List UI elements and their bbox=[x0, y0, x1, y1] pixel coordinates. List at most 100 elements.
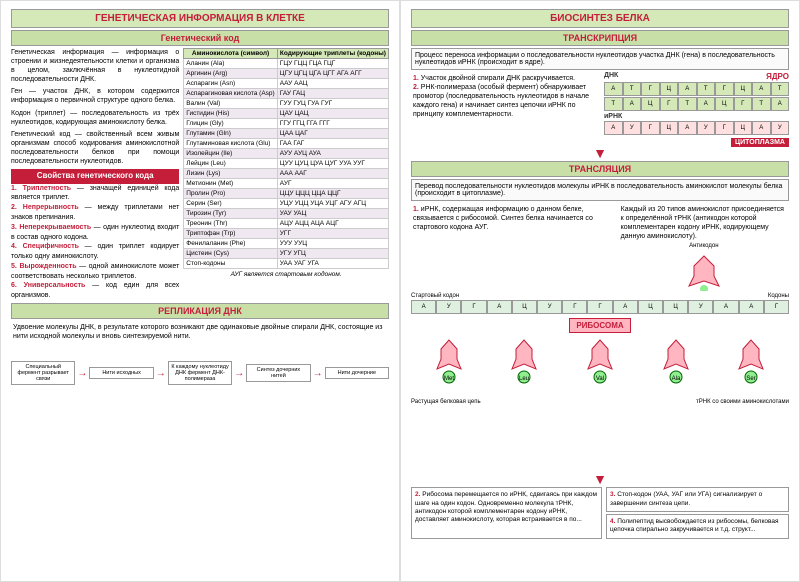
irnk-strand: АУГЦАУГЦАУ bbox=[604, 121, 789, 135]
repl-box: Синтез дочерних нитей bbox=[246, 364, 310, 382]
nucleotide: Ц bbox=[660, 121, 679, 135]
nucleotide: А bbox=[771, 97, 790, 111]
table-row: Стоп-кодоныУАА УАГ УГА bbox=[184, 259, 389, 269]
irnk-label: иРНК bbox=[604, 113, 789, 120]
transl-side: Каждый из 20 типов аминокислот присоедин… bbox=[619, 203, 789, 293]
def-gencode: Генетический код — свойственный всем жив… bbox=[11, 130, 179, 166]
step3: 3. Стоп-кодон (УАА, УАГ или УГА) сигнали… bbox=[606, 487, 789, 512]
nucleotide: Г bbox=[461, 300, 486, 314]
nucleotide: А bbox=[678, 121, 697, 135]
repl-desc: Удвоение молекулы ДНК, в результате кото… bbox=[11, 321, 389, 343]
nucleotide: Т bbox=[623, 82, 642, 96]
svg-text:Val: Val bbox=[596, 376, 604, 382]
transl-header: ТРАНСЛЯЦИЯ bbox=[411, 161, 789, 177]
table-row: Аспарагиновая кислота (Asp)ГАУ ГАЦ bbox=[184, 89, 389, 99]
prop-item: 6. Универсальность — код един для всех о… bbox=[11, 281, 179, 301]
table-row: Аргинин (Arg)ЦГУ ЦГЦ ЦГА ЦГГ АГА АГГ bbox=[184, 69, 389, 79]
trna-icon: Leu bbox=[504, 337, 544, 397]
def-gen: Ген — участок ДНК, в котором содержится … bbox=[11, 87, 179, 105]
prop-item: 4. Специфичность — один триплет кодирует… bbox=[11, 242, 179, 262]
nucleotide: Г bbox=[587, 300, 612, 314]
table-row: Тирозин (Tyr)УАУ УАЦ bbox=[184, 209, 389, 219]
nucleotide: Т bbox=[771, 82, 790, 96]
ribosome-label: РИБОСОМА bbox=[569, 318, 630, 333]
th-cod: Кодирующие триплеты (кодоны) bbox=[277, 49, 388, 59]
def-codon: Кодон (триплет) — последовательность из … bbox=[11, 109, 179, 127]
trna-note: тРНК со своими аминокислотами bbox=[696, 399, 789, 405]
prop-item: 3. Неперекрываемость — один нуклеотид вх… bbox=[11, 223, 179, 243]
kodony: Кодоны bbox=[768, 293, 789, 299]
nucleotide: У bbox=[623, 121, 642, 135]
repl-box: Нити исходных bbox=[89, 367, 153, 379]
nucleotide: Ц bbox=[638, 300, 663, 314]
table-row: Метионин (Met)АУГ bbox=[184, 179, 389, 189]
transl-desc: Перевод последовательности нуклеотидов м… bbox=[411, 179, 789, 201]
definitions: Генетическая информация — информация о с… bbox=[11, 48, 179, 301]
transc-steps: 1. Участок двойной спирали ДНК раскручив… bbox=[411, 72, 600, 147]
th-aa: Аминокислота (символ) bbox=[184, 49, 278, 59]
table-row: Триптофан (Trp)УГГ bbox=[184, 229, 389, 239]
table-row: Гистидин (His)ЦАУ ЦАЦ bbox=[184, 109, 389, 119]
trna-row: Met Leu Val Ala Ser bbox=[411, 337, 789, 397]
nucleotide: Ц bbox=[512, 300, 537, 314]
def-geninfo: Генетическая информация — информация о с… bbox=[11, 48, 179, 84]
trna-icon: Met bbox=[429, 337, 469, 397]
nucleotide: Г bbox=[641, 82, 660, 96]
props-header: Свойства генетического кода bbox=[11, 169, 179, 183]
ribosome-diagram: Стартовый кодон Кодоны АУГАЦУГГАЦЦУААГ Р… bbox=[411, 293, 789, 473]
dna-diagram: ДНК ЯДРО АТГЦАТГЦАТ ТАЦГТАЦГТА иРНК АУГЦ… bbox=[604, 72, 789, 147]
nucleotide: Г bbox=[562, 300, 587, 314]
nucleotide: Т bbox=[604, 97, 623, 111]
trna-icon: Ala bbox=[656, 337, 696, 397]
nucleotide: А bbox=[604, 82, 623, 96]
arrow-icon: → bbox=[313, 368, 323, 379]
nucleotide: Г bbox=[660, 97, 679, 111]
right-page: БИОСИНТЕЗ БЕЛКА ТРАНСКРИПЦИЯ Процесс пер… bbox=[400, 0, 800, 582]
s1: Участок двойной спирали ДНК раскручивает… bbox=[419, 75, 575, 82]
nucleotide: Ц bbox=[660, 82, 679, 96]
trna-icon: Val bbox=[580, 337, 620, 397]
start-kodon: Стартовый кодон bbox=[411, 293, 459, 299]
transc-header: ТРАНСКРИПЦИЯ bbox=[411, 30, 789, 46]
nucleotide: Т bbox=[678, 97, 697, 111]
table-row: Пролин (Pro)ЦЦУ ЦЦЦ ЦЦА ЦЦГ bbox=[184, 189, 389, 199]
nucleotide: А bbox=[623, 97, 642, 111]
nucleotide: А bbox=[678, 82, 697, 96]
step2: 2. Рибосома перемещается по иРНК, сдвига… bbox=[411, 487, 602, 539]
left-page: ГЕНЕТИЧЕСКАЯ ИНФОРМАЦИЯ В КЛЕТКЕ Генетич… bbox=[0, 0, 400, 582]
repl-header: РЕПЛИКАЦИЯ ДНК bbox=[11, 303, 389, 319]
nucleotide: Ц bbox=[734, 121, 753, 135]
nucleotide: У bbox=[771, 121, 790, 135]
steps-34: 3. Стоп-кодон (УАА, УАГ или УГА) сигнали… bbox=[606, 485, 789, 541]
arrow-icon: ▼ bbox=[411, 145, 789, 161]
transl-step1: 1. иРНК, содержащая информацию о данном … bbox=[411, 203, 615, 293]
arrow-icon: → bbox=[156, 368, 166, 379]
table-row: Изолейцин (Ile)АУУ АУЦ АУА bbox=[184, 149, 389, 159]
trna-icon: Ser bbox=[731, 337, 771, 397]
nucleotide: А bbox=[752, 121, 771, 135]
svg-text:Ser: Ser bbox=[747, 376, 756, 382]
repl-box: К каждому нуклеотиду ДНК фермент ДНК-пол… bbox=[168, 361, 232, 385]
nucleotide: У bbox=[688, 300, 713, 314]
s2: РНК-полимераза (особый фермент) обнаружи… bbox=[413, 84, 589, 118]
nucleotide: А bbox=[752, 82, 771, 96]
table-row: Серин (Ser)УЦУ УЦЦ УЦА УЦГ АГУ АГЦ bbox=[184, 199, 389, 209]
antikodon-label: Антикодон bbox=[621, 243, 787, 251]
replication-diagram: Специальный фермент разрывает связи→Нити… bbox=[11, 343, 389, 403]
table-row: Аспарагин (Asn)ААУ ААЦ bbox=[184, 79, 389, 89]
nucleotide: А bbox=[604, 121, 623, 135]
table-row: Фенилаланин (Phe)УУУ УУЦ bbox=[184, 239, 389, 249]
nucleotide: Г bbox=[715, 82, 734, 96]
dna-label: ДНК bbox=[604, 72, 618, 81]
nucleotide: Т bbox=[697, 82, 716, 96]
table-row: Треонин (Thr)АЦУ АЦЦ АЦА АЦГ bbox=[184, 219, 389, 229]
bottom-steps: 2. Рибосома перемещается по иРНК, сдвига… bbox=[411, 485, 789, 541]
repl-box: Специальный фермент разрывает связи bbox=[11, 361, 75, 385]
nucleotide: Т bbox=[752, 97, 771, 111]
yadro-label: ЯДРО bbox=[766, 72, 789, 81]
nucleotide: А bbox=[739, 300, 764, 314]
left-two-col: Генетическая информация — информация о с… bbox=[11, 48, 389, 301]
props-list: 1. Триплетность — значащей единицей кода… bbox=[11, 184, 179, 302]
prop-item: 2. Непрерывность — между триплетами нет … bbox=[11, 203, 179, 223]
nucleotide: У bbox=[697, 121, 716, 135]
